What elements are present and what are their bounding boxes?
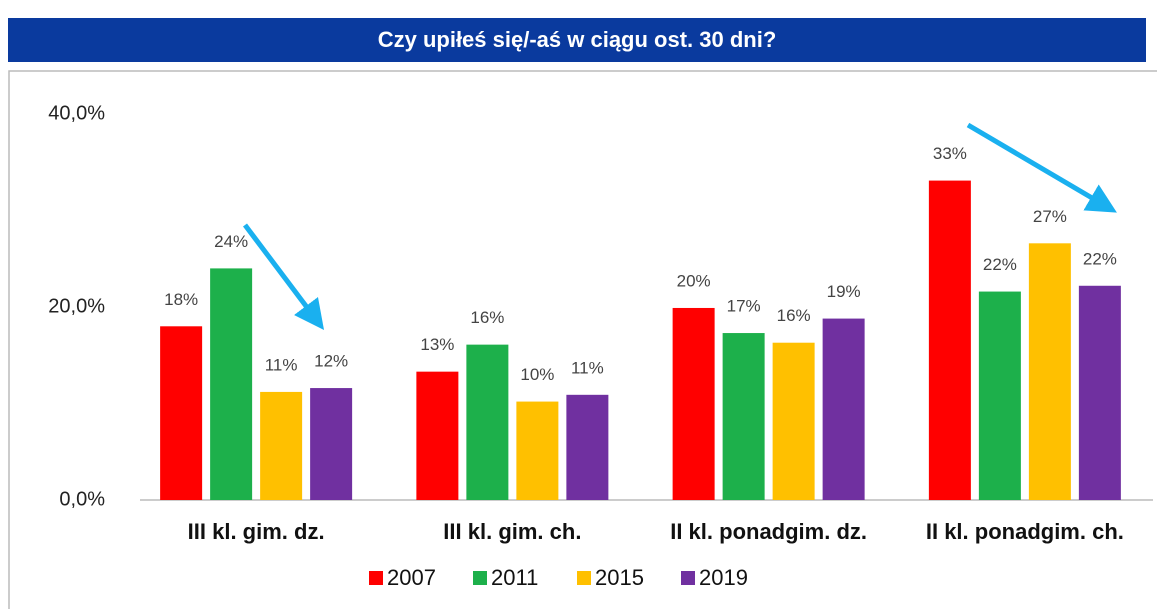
bar bbox=[310, 388, 353, 500]
data-label: 22% bbox=[1083, 249, 1117, 268]
data-label: 16% bbox=[470, 308, 504, 327]
legend-swatch bbox=[369, 571, 383, 585]
data-label: 22% bbox=[983, 255, 1017, 274]
bar bbox=[822, 318, 865, 500]
data-label: 16% bbox=[777, 306, 811, 325]
x-tick-label: II kl. ponadgim. ch. bbox=[926, 519, 1124, 544]
legend-swatch bbox=[577, 571, 591, 585]
bar bbox=[672, 307, 715, 500]
data-label: 33% bbox=[933, 144, 967, 163]
y-tick-label: 40,0% bbox=[48, 102, 105, 124]
y-tick-label: 20,0% bbox=[48, 295, 105, 317]
data-label: 24% bbox=[214, 232, 248, 251]
legend-swatch bbox=[473, 571, 487, 585]
data-label: 11% bbox=[265, 355, 298, 374]
title-banner bbox=[8, 18, 1146, 62]
x-tick-label: II kl. ponadgim. dz. bbox=[670, 519, 867, 544]
x-tick-label: III kl. gim. dz. bbox=[188, 519, 325, 544]
trend-arrow bbox=[243, 223, 325, 330]
trend-arrow bbox=[966, 122, 1117, 213]
data-label: 18% bbox=[164, 290, 198, 309]
bar bbox=[260, 391, 303, 500]
legend-label: 2011 bbox=[491, 565, 538, 590]
data-label: 17% bbox=[727, 297, 761, 316]
bar bbox=[566, 394, 609, 500]
bar bbox=[466, 344, 509, 500]
data-label: 11% bbox=[571, 358, 604, 377]
bar bbox=[722, 333, 765, 500]
bar bbox=[978, 291, 1021, 500]
legend-label: 2015 bbox=[595, 565, 644, 590]
legend-label: 2007 bbox=[387, 565, 436, 590]
bar bbox=[772, 342, 815, 500]
bar bbox=[1078, 285, 1121, 500]
bar bbox=[160, 326, 203, 500]
bar bbox=[516, 401, 559, 500]
y-tick-label: 0,0% bbox=[59, 488, 105, 510]
bar bbox=[210, 268, 253, 500]
data-label: 27% bbox=[1033, 207, 1067, 226]
data-label: 12% bbox=[314, 352, 348, 371]
x-tick-label: III kl. gim. ch. bbox=[443, 519, 581, 544]
data-label: 20% bbox=[677, 271, 711, 290]
bar bbox=[416, 371, 459, 500]
legend-swatch bbox=[681, 571, 695, 585]
data-label: 13% bbox=[420, 335, 454, 354]
bar bbox=[1028, 243, 1071, 500]
legend-label: 2019 bbox=[699, 565, 748, 590]
chart-frame bbox=[8, 70, 1157, 614]
chart-title: Czy upiłeś się/-aś w ciągu ost. 30 dni? bbox=[378, 27, 777, 52]
data-label: 19% bbox=[827, 282, 861, 301]
bar bbox=[928, 180, 971, 500]
data-label: 10% bbox=[520, 365, 554, 384]
